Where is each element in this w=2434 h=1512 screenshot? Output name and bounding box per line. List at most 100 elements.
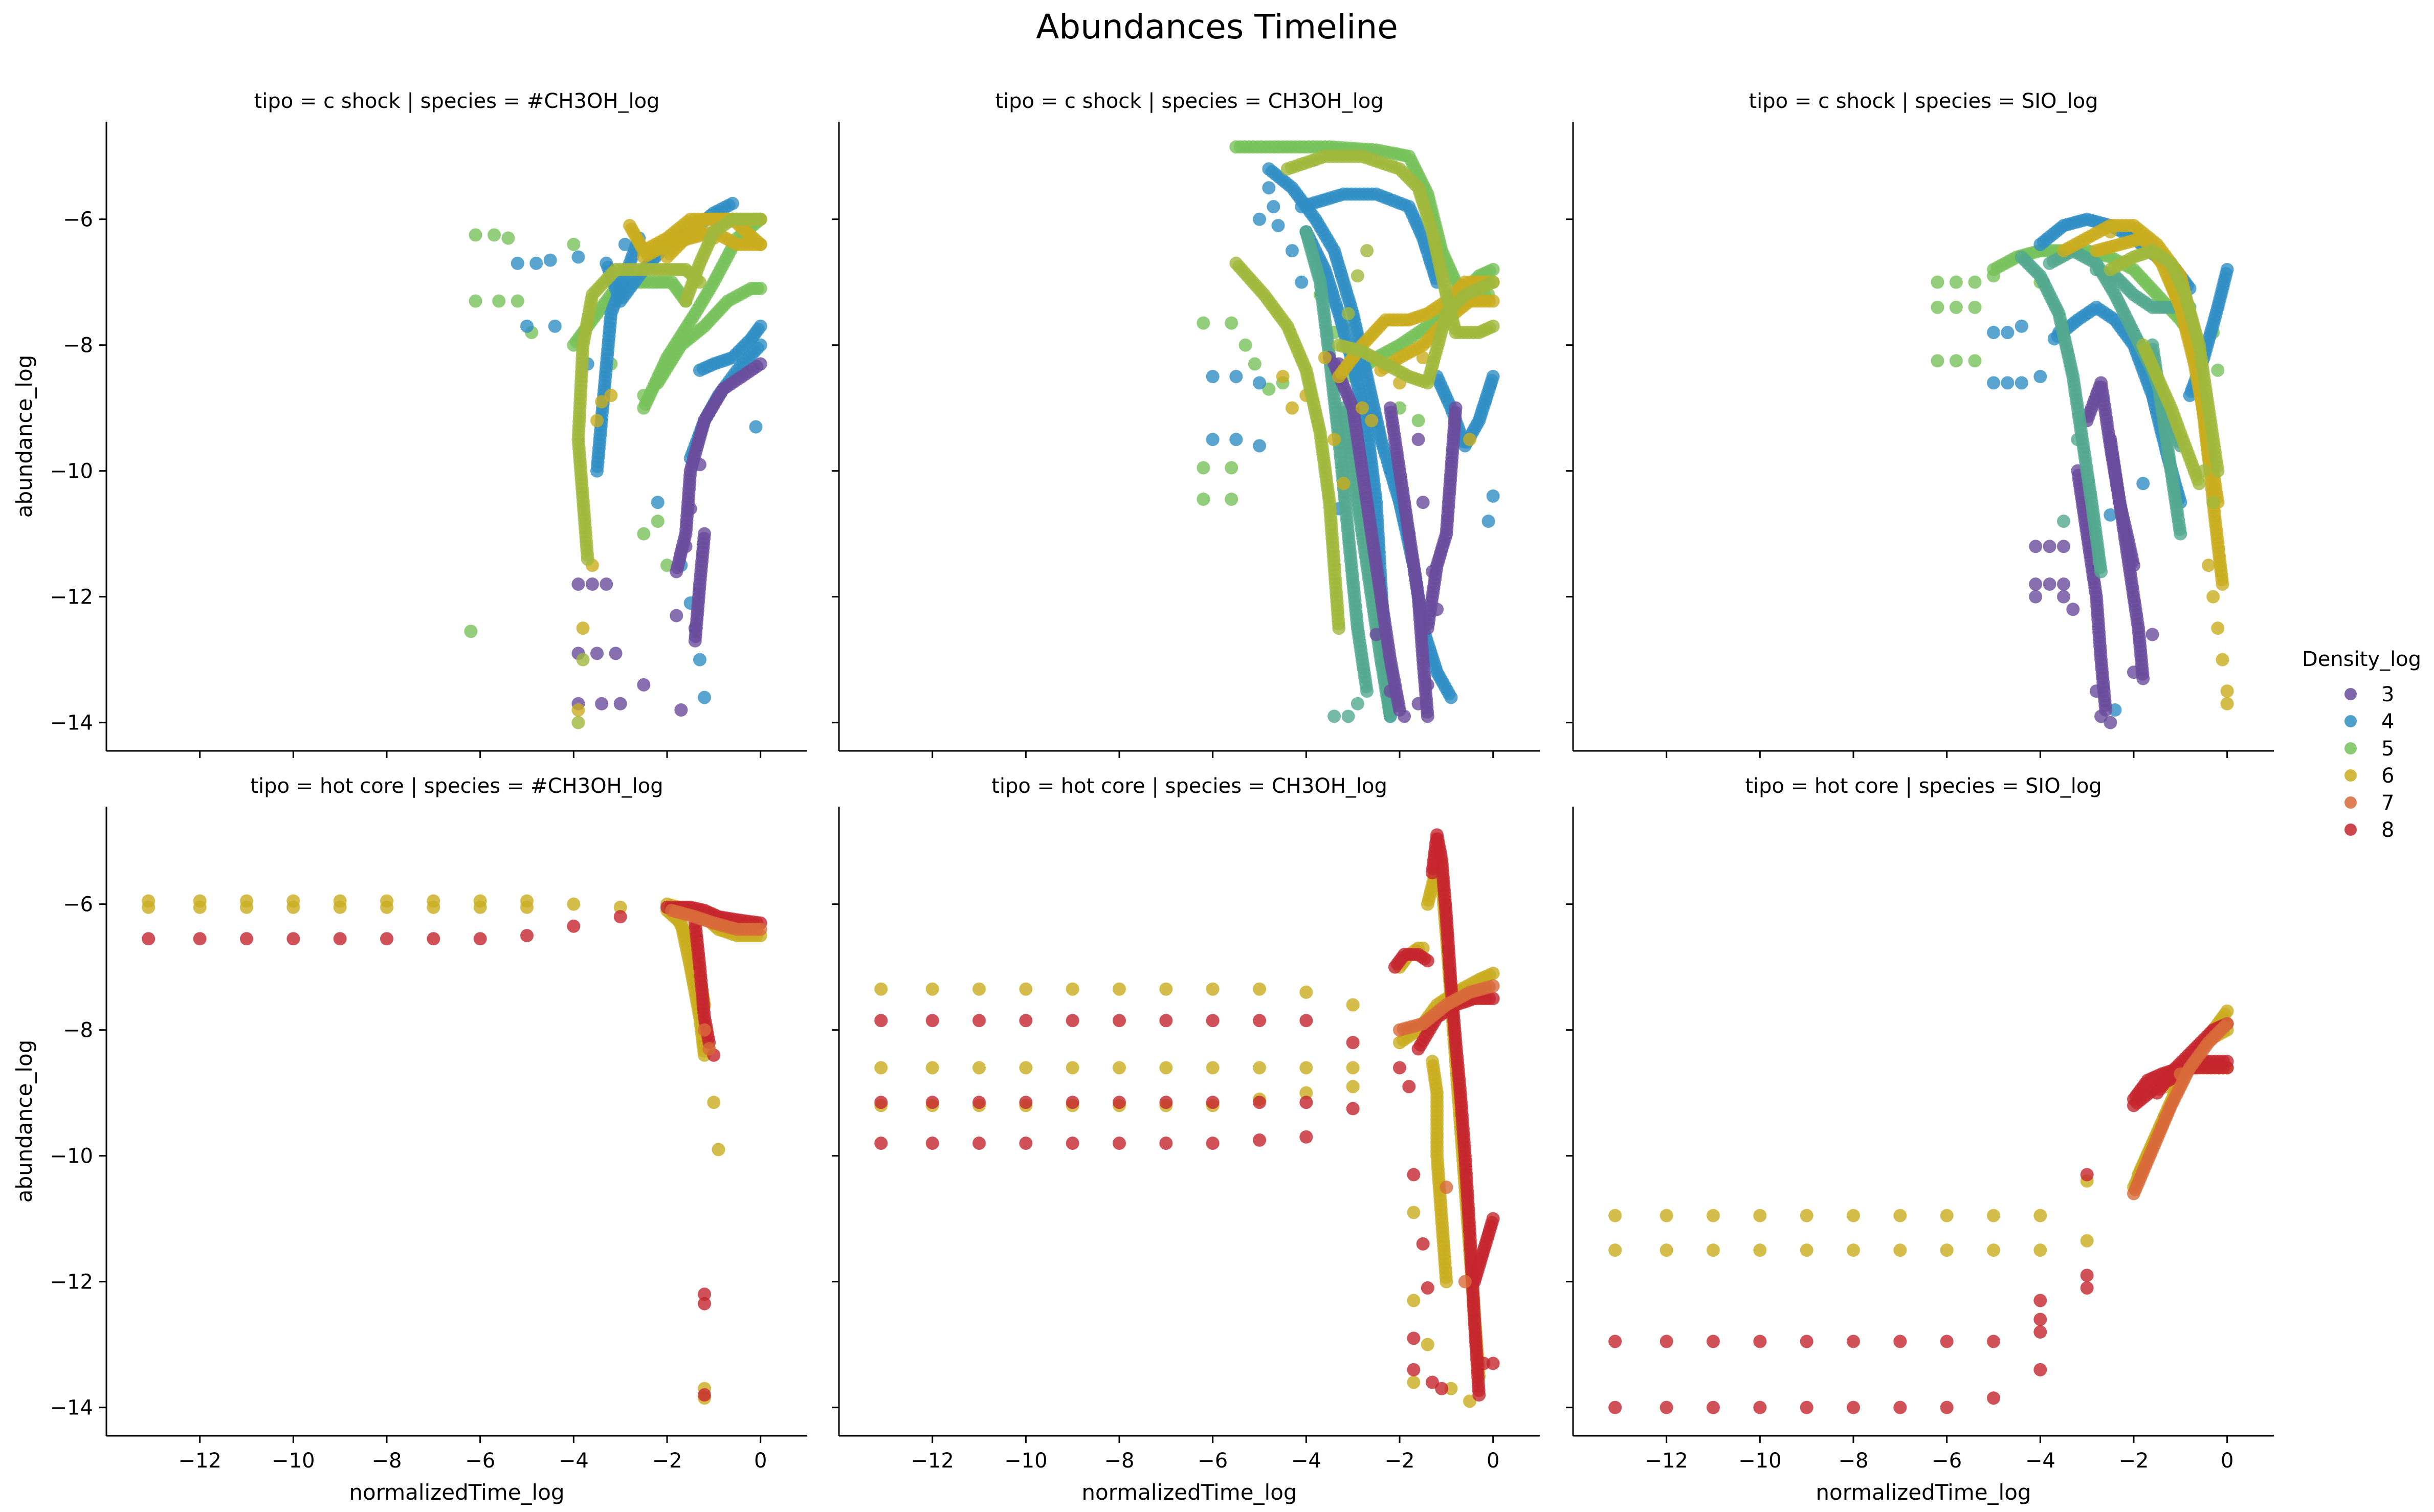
data-point <box>972 1096 986 1109</box>
data-point <box>2136 672 2150 685</box>
x-tick-label: −12 <box>178 1449 221 1473</box>
legend-marker <box>2344 742 2357 754</box>
data-point <box>1486 294 1500 308</box>
data-point <box>1346 1080 1360 1094</box>
data-point <box>286 900 300 914</box>
data-point <box>2202 559 2216 572</box>
data-point <box>1019 982 1033 996</box>
data-point <box>679 540 693 553</box>
data-point <box>874 1096 888 1109</box>
data-point <box>925 1061 939 1075</box>
data-point <box>2080 1281 2094 1295</box>
data-point <box>2127 665 2140 679</box>
data-point <box>1486 1212 1500 1226</box>
data-point <box>1449 401 1463 415</box>
data-point <box>2216 653 2229 666</box>
data-point <box>1019 1096 1033 1109</box>
data-point <box>427 932 440 946</box>
data-point <box>1421 1338 1434 1351</box>
data-point <box>1346 1102 1360 1116</box>
data-point <box>2136 477 2150 491</box>
data-point <box>1421 1281 1434 1295</box>
x-tick-label: −2 <box>2119 1449 2149 1473</box>
data-point <box>1931 300 1944 314</box>
data-point <box>1253 1096 1266 1109</box>
data-point <box>2145 628 2159 641</box>
legend-label: 7 <box>2381 791 2394 815</box>
data-point <box>1753 1400 1767 1414</box>
y-tick-label: −6 <box>63 208 93 232</box>
data-point <box>1987 376 2000 390</box>
legend-label: 8 <box>2381 818 2394 842</box>
data-point <box>1707 1243 1720 1257</box>
data-point <box>1229 433 1243 447</box>
data-point <box>2127 559 2140 572</box>
data-point <box>1444 691 1458 704</box>
data-point <box>1444 1382 1458 1395</box>
x-tick-label: −8 <box>372 1449 402 1473</box>
series-density-8 <box>1608 1017 2234 1414</box>
data-point <box>1253 982 1266 996</box>
panel-title: tipo = hot core | species = #CH3OH_log <box>250 774 663 798</box>
data-point <box>702 1042 716 1056</box>
y-tick-label: −8 <box>63 334 93 358</box>
data-point <box>1253 1061 1266 1075</box>
data-point <box>925 1137 939 1150</box>
data-point <box>585 577 599 591</box>
data-point <box>2033 370 2047 384</box>
series-density-5.5 <box>2104 244 2225 509</box>
data-point <box>488 228 501 242</box>
x-tick-label: 0 <box>754 1449 767 1473</box>
data-point <box>754 922 767 936</box>
y-axis-label: abundance_log <box>12 1040 37 1203</box>
legend-marker <box>2344 715 2357 727</box>
data-point <box>2216 577 2229 591</box>
data-point <box>707 1096 721 1109</box>
data-point <box>1893 1335 1907 1348</box>
data-point <box>660 559 674 572</box>
panel-1: tipo = c shock | species = #CH3OH_log −14… <box>12 90 807 758</box>
data-point <box>548 319 562 333</box>
data-point <box>1477 1357 1491 1370</box>
data-point <box>2015 319 2028 333</box>
data-point <box>1299 1061 1313 1075</box>
data-point <box>1987 326 2000 340</box>
x-axis-label: normalizedTime_log <box>349 1480 564 1505</box>
data-point <box>2094 565 2108 579</box>
data-point <box>511 294 524 308</box>
data-point <box>1486 979 1500 993</box>
data-point <box>1402 527 1416 541</box>
data-point <box>1407 1294 1421 1307</box>
data-point <box>2029 590 2043 604</box>
data-point <box>600 577 613 591</box>
data-point <box>2029 577 2043 591</box>
data-point <box>651 515 665 528</box>
x-tick-label: −10 <box>1004 1449 1047 1473</box>
data-point <box>1346 1036 1360 1050</box>
legend-marker <box>2344 796 2357 809</box>
data-point <box>2033 1243 2047 1257</box>
data-point <box>1659 1335 1673 1348</box>
data-point <box>2057 577 2070 591</box>
data-point <box>1225 316 1238 330</box>
data-point <box>1940 1400 1954 1414</box>
data-point <box>1285 244 1299 258</box>
data-point <box>2057 515 2070 528</box>
data-point <box>1486 966 1500 980</box>
data-point <box>1383 684 1397 698</box>
data-point <box>1931 354 1944 368</box>
data-point <box>142 932 156 946</box>
panel-title: tipo = hot core | species = CH3OH_log <box>991 774 1387 798</box>
data-point <box>1332 621 1346 635</box>
data-point <box>1411 697 1425 710</box>
data-point <box>2211 464 2225 478</box>
data-point <box>1159 1137 1173 1150</box>
legend-title: Density_log <box>2302 648 2421 671</box>
data-point <box>1486 992 1500 1006</box>
data-point <box>1968 354 1982 368</box>
data-point <box>529 256 543 270</box>
data-point <box>1800 1335 1813 1348</box>
data-point <box>2174 527 2187 541</box>
x-tick-label: −10 <box>272 1449 315 1473</box>
